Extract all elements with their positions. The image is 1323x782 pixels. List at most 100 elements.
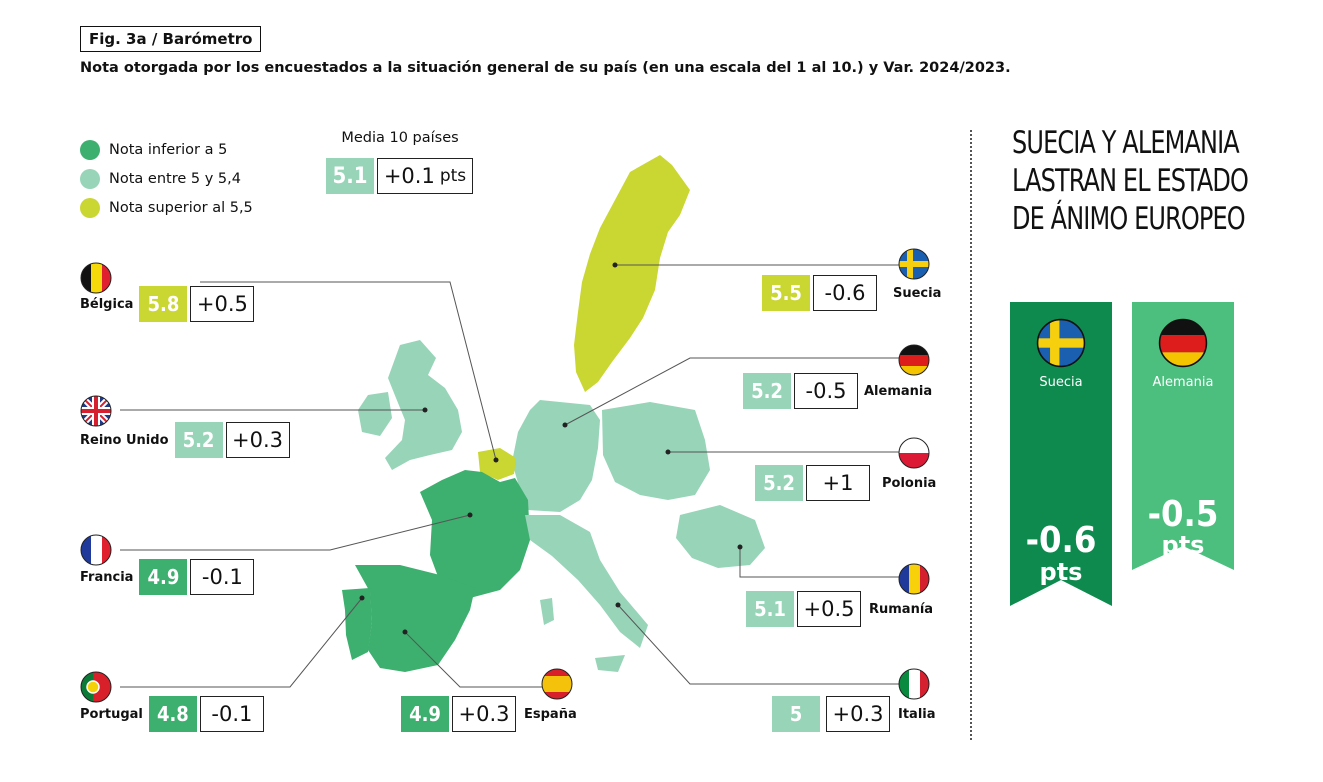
ribbon-country: Suecia (1039, 375, 1083, 390)
europe-map (120, 155, 910, 688)
country-name: Francia (80, 569, 134, 585)
leader-dot-italia (615, 602, 621, 608)
score-badge: 5.2 (743, 373, 791, 409)
germany-flag-icon (1158, 318, 1208, 368)
score-badge: 5.5 (762, 275, 810, 311)
country-rumania: 5.1 +0.5 Rumanía (746, 591, 933, 627)
delta-box: +0.3 (826, 696, 890, 732)
belgium-flag-icon (80, 262, 112, 294)
score-badge: 5.2 (755, 465, 803, 501)
germany-flag-icon (898, 344, 930, 376)
country-name: Portugal (80, 706, 143, 722)
ribbon-shape (1132, 302, 1234, 570)
delta-box: -0.1 (199, 696, 264, 732)
score-badge: 5.2 (174, 422, 223, 458)
map-italy (525, 515, 648, 648)
ribbon-unit: pts (1039, 558, 1083, 586)
spain-flag-icon (541, 668, 573, 700)
average-label: Media 10 países (341, 130, 459, 146)
score-badge: 5.1 (746, 591, 794, 627)
delta-box: +0.5 (797, 591, 861, 627)
score-badge: 5 (772, 696, 820, 732)
ribbon-alemania: Alemania -0.5 pts (1132, 302, 1234, 570)
poland-flag-icon (898, 437, 930, 469)
ribbon-country: Alemania (1152, 375, 1214, 390)
country-name: Bélgica (80, 296, 134, 312)
delta-box: +0.5 (190, 286, 255, 322)
legend-swatch-mid (80, 168, 100, 189)
leader-portugal (120, 597, 363, 688)
sweden-flag-icon (1036, 318, 1086, 368)
delta-box: +1 (806, 465, 870, 501)
delta-box: -0.6 (813, 275, 877, 311)
country-alemania: 5.2 -0.5 Alemania (743, 373, 932, 409)
average-box: 5.1 +0.1 pts (326, 158, 473, 194)
legend-item-high: Nota superior al 5,5 (80, 193, 253, 222)
delta-box: +0.3 (452, 696, 516, 732)
map-poland (602, 402, 710, 500)
leader-dot-polonia (665, 449, 671, 455)
leader-dot-reino-unido (422, 407, 428, 413)
legend-item-low: Nota inferior a 5 (80, 135, 253, 164)
average-unit: pts (439, 166, 467, 186)
ribbon-shape (1010, 302, 1112, 606)
ribbon-suecia: Suecia -0.6 pts (1010, 302, 1112, 606)
romania-flag-icon (898, 563, 930, 595)
portugal-flag-icon (80, 671, 112, 703)
average-score: 5.1 (326, 158, 374, 194)
map-romania (676, 505, 765, 568)
chart-subtitle: Nota otorgada por los encuestados a la s… (80, 60, 1011, 76)
leader-rumania (739, 547, 910, 578)
sidebar-headline: Suecia y Alemania lastran el estado de á… (1012, 125, 1249, 237)
delta-box: -0.1 (190, 559, 255, 595)
map-portugal (342, 588, 372, 660)
ribbon-unit: pts (1161, 531, 1205, 559)
map-germany (512, 400, 600, 512)
country-name: Alemania (864, 383, 933, 399)
country-portugal: Portugal 4.8 -0.1 (80, 696, 264, 732)
map-sardinia (540, 598, 554, 625)
leader-dot-rumania (737, 544, 743, 550)
country-italia: 5 +0.3 Italia (772, 696, 936, 732)
leader-espana (404, 631, 560, 688)
uk-flag-icon (80, 395, 112, 427)
score-badge: 4.8 (148, 696, 197, 732)
country-francia: Francia 4.9 -0.1 (80, 559, 255, 595)
average-delta: +0.1 (383, 164, 435, 188)
country-polonia: 5.2 +1 Polonia (755, 465, 936, 501)
map-spain (355, 565, 475, 672)
map-ireland (358, 392, 392, 436)
country-name: Rumanía (869, 601, 934, 617)
legend-item-mid: Nota entre 5 y 5,4 (80, 164, 253, 193)
legend-label-mid: Nota entre 5 y 5,4 (109, 170, 241, 187)
legend-swatch-low (80, 139, 100, 160)
map-sweden (574, 155, 690, 392)
leader-italia (617, 604, 910, 685)
map-sicily (595, 655, 625, 672)
delta-box: +0.3 (225, 422, 290, 458)
country-reino-unido: Reino Unido 5.2 +0.3 (80, 422, 290, 458)
france-flag-icon (80, 534, 112, 566)
average-delta-box: +0.1 pts (377, 158, 473, 194)
delta-box: -0.5 (794, 373, 858, 409)
leader-dot-suecia (612, 262, 618, 268)
leader-belgica (200, 281, 497, 461)
country-name: Polonia (882, 475, 937, 491)
leader-alemania (564, 357, 910, 426)
leader-dot-francia (467, 512, 473, 518)
score-badge: 4.9 (139, 559, 188, 595)
legend-label-low: Nota inferior a 5 (109, 141, 228, 158)
country-name: Reino Unido (80, 432, 169, 448)
country-espana: 4.9 +0.3 España (401, 696, 577, 732)
map-uk (385, 340, 462, 470)
country-suecia: 5.5 -0.6 Suecia (762, 275, 941, 311)
country-name: Suecia (893, 285, 942, 301)
country-name: Italia (898, 706, 936, 722)
dotted-divider (970, 130, 972, 740)
figure-tag: Fig. 3a / Barómetro (80, 26, 262, 52)
italy-flag-icon (898, 668, 930, 700)
map-belgium (478, 448, 516, 480)
leader-dot-espana (402, 629, 408, 635)
score-badge: 5.8 (139, 286, 188, 322)
legend: Nota inferior a 5 Nota entre 5 y 5,4 Not… (80, 135, 253, 222)
